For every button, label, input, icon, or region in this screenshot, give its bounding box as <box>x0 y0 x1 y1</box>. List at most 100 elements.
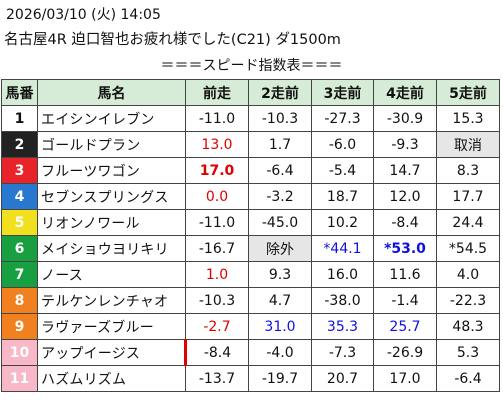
table-title: ＝＝＝スピード指数表＝＝＝ <box>160 58 343 74</box>
index-prev4: 25.7 <box>373 313 437 340</box>
index-prev1: 13.0 <box>185 131 249 158</box>
index-prev1: -8.4 <box>185 339 249 366</box>
index-prev4: -9.3 <box>373 131 437 158</box>
table-row: 4 セブンスプリングス 0.0 -3.2 18.7 12.0 17.7 <box>1 183 500 210</box>
horse-number: 1 <box>1 105 38 132</box>
index-prev3: 35.3 <box>311 313 374 340</box>
index-prev2: -4.0 <box>248 339 312 366</box>
index-prev1: -16.7 <box>185 235 249 262</box>
index-prev3: -27.3 <box>311 105 374 132</box>
index-prev4: 14.7 <box>373 157 437 184</box>
index-prev3: -7.3 <box>311 339 374 366</box>
index-prev5: 48.3 <box>436 313 500 340</box>
table-row: 2 ゴールドプラン 13.0 1.7 -6.0 -9.3 取消 <box>1 131 500 158</box>
index-prev1: 0.0 <box>185 183 249 210</box>
index-prev1: -10.3 <box>185 287 249 314</box>
speed-index-table: 馬番 馬名 前走 2走前 3走前 4走前 5走前 1 エイシンイレブン -11.… <box>1 79 500 392</box>
index-prev3: *44.1 <box>311 235 374 262</box>
index-prev2: 4.7 <box>248 287 312 314</box>
index-prev2: -3.2 <box>248 183 312 210</box>
table-row: 9 ラヴァーズブルー -2.7 31.0 35.3 25.7 48.3 <box>1 313 500 340</box>
table-row: 7 ノース 1.0 9.3 16.0 11.6 4.0 <box>1 261 500 288</box>
horse-number: 3 <box>1 157 38 184</box>
horse-number: 10 <box>1 339 38 366</box>
horse-number: 4 <box>1 183 38 210</box>
horse-name: メイショウヨリキリ <box>37 235 186 262</box>
index-prev3: 18.7 <box>311 183 374 210</box>
index-prev5: 17.7 <box>436 183 500 210</box>
horse-name: セブンスプリングス <box>37 183 186 210</box>
horse-name: フルーツワゴン <box>37 157 186 184</box>
race-title: 名古屋4R 迫口智也お疲れ様でした(C21) ダ1500m <box>4 32 341 48</box>
horse-name: ゴールドプラン <box>37 131 186 158</box>
horse-name: ハズムリズム <box>37 365 186 392</box>
index-prev4: -26.9 <box>373 339 437 366</box>
horse-number: 9 <box>1 313 38 340</box>
index-prev5: 24.4 <box>436 209 500 236</box>
horse-number: 2 <box>1 131 38 158</box>
index-prev2: -6.4 <box>248 157 312 184</box>
index-prev5: -6.4 <box>436 365 500 392</box>
index-prev5: *54.5 <box>436 235 500 262</box>
index-prev1: -11.0 <box>185 209 249 236</box>
index-prev4: 12.0 <box>373 183 437 210</box>
horse-name: ラヴァーズブルー <box>37 313 186 340</box>
index-prev1: -11.0 <box>185 105 249 132</box>
index-prev3: 20.7 <box>311 365 374 392</box>
index-prev2: -45.0 <box>248 209 312 236</box>
index-prev1: 1.0 <box>185 261 249 288</box>
horse-name: エイシンイレブン <box>37 105 186 132</box>
index-prev5: -22.3 <box>436 287 500 314</box>
table-row: 5 リオンノワール -11.0 -45.0 10.2 -8.4 24.4 <box>1 209 500 236</box>
table-row: 6 メイショウヨリキリ -16.7 除外 *44.1 *53.0 *54.5 <box>1 235 500 262</box>
col-header-prev2: 2走前 <box>248 79 312 106</box>
index-prev2: 9.3 <box>248 261 312 288</box>
table-row: 8 テルケンレンチャオ -10.3 4.7 -38.0 -1.4 -22.3 <box>1 287 500 314</box>
table-row: 1 エイシンイレブン -11.0 -10.3 -27.3 -30.9 15.3 <box>1 105 500 132</box>
horse-number: 6 <box>1 235 38 262</box>
col-header-prev3: 3走前 <box>311 79 374 106</box>
horse-number: 5 <box>1 209 38 236</box>
table-header-row: 馬番 馬名 前走 2走前 3走前 4走前 5走前 <box>1 79 500 106</box>
index-prev2: 31.0 <box>248 313 312 340</box>
index-prev2: 除外 <box>248 235 312 262</box>
index-prev1: -13.7 <box>185 365 249 392</box>
horse-number: 7 <box>1 261 38 288</box>
index-prev4: -8.4 <box>373 209 437 236</box>
index-prev2: 1.7 <box>248 131 312 158</box>
horse-number: 11 <box>1 365 38 392</box>
table-row: 10 アップイージス -8.4 -4.0 -7.3 -26.9 5.3 <box>1 339 500 366</box>
index-prev5: 取消 <box>436 131 500 158</box>
col-header-name: 馬名 <box>37 79 186 106</box>
index-prev4: -30.9 <box>373 105 437 132</box>
index-prev3: -5.4 <box>311 157 374 184</box>
index-prev2: -19.7 <box>248 365 312 392</box>
index-prev4: 11.6 <box>373 261 437 288</box>
index-prev4: 17.0 <box>373 365 437 392</box>
table-row: 11 ハズムリズム -13.7 -19.7 20.7 17.0 -6.4 <box>1 365 500 392</box>
index-prev5: 5.3 <box>436 339 500 366</box>
index-prev3: -6.0 <box>311 131 374 158</box>
horse-name: テルケンレンチャオ <box>37 287 186 314</box>
col-header-prev4: 4走前 <box>373 79 437 106</box>
index-prev5: 4.0 <box>436 261 500 288</box>
horse-number: 8 <box>1 287 38 314</box>
index-prev5: 8.3 <box>436 157 500 184</box>
table-row: 3 フルーツワゴン 17.0 -6.4 -5.4 14.7 8.3 <box>1 157 500 184</box>
index-prev3: -38.0 <box>311 287 374 314</box>
horse-name: アップイージス <box>37 339 187 366</box>
index-prev1: 17.0 <box>185 157 249 184</box>
col-header-prev5: 5走前 <box>436 79 500 106</box>
col-header-prev1: 前走 <box>185 79 249 106</box>
datetime-label: 2026/03/10 (火) 14:05 <box>6 7 161 23</box>
index-prev2: -10.3 <box>248 105 312 132</box>
index-prev1: -2.7 <box>185 313 249 340</box>
index-prev4: -1.4 <box>373 287 437 314</box>
col-header-ban: 馬番 <box>1 79 38 106</box>
index-prev3: 10.2 <box>311 209 374 236</box>
index-prev3: 16.0 <box>311 261 374 288</box>
horse-name: ノース <box>37 261 186 288</box>
index-prev5: 15.3 <box>436 105 500 132</box>
horse-name: リオンノワール <box>37 209 186 236</box>
